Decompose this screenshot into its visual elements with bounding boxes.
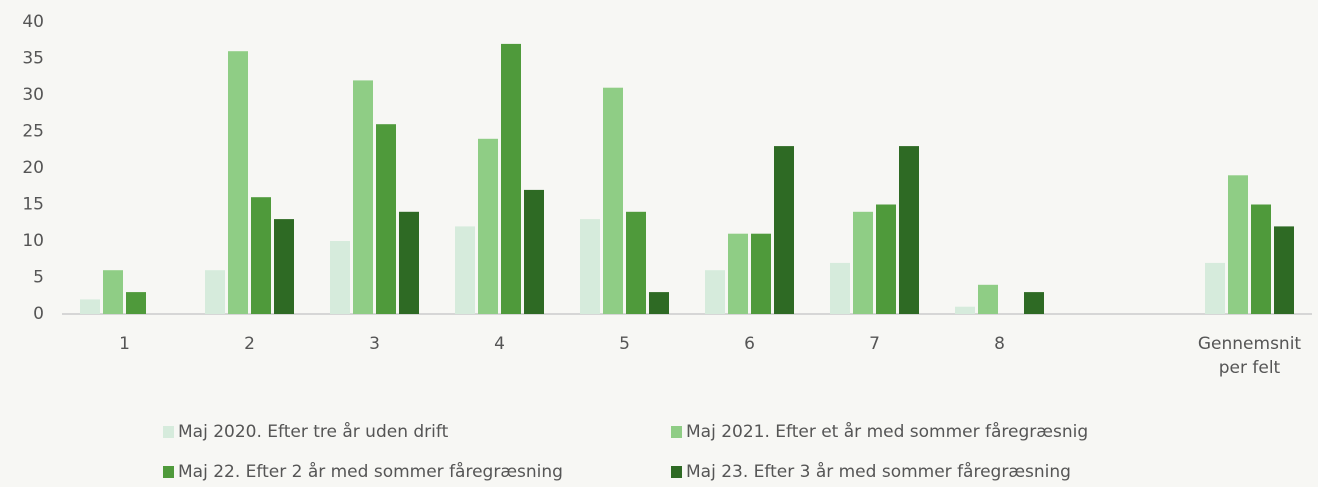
- y-tick-label: 20: [22, 158, 44, 178]
- x-tick-label: 7: [869, 334, 880, 354]
- x-tick-label: 2: [244, 334, 255, 354]
- bar: [399, 211, 419, 314]
- bar: [501, 43, 521, 315]
- bar: [774, 146, 794, 314]
- y-tick-label: 0: [33, 304, 44, 324]
- legend-label: Maj 23. Efter 3 år med sommer fåregræsni…: [686, 461, 1071, 482]
- bar: [853, 211, 873, 314]
- bar: [1228, 175, 1248, 314]
- bar: [899, 146, 919, 314]
- bar: [478, 138, 498, 314]
- y-tick-label: 40: [22, 12, 44, 32]
- x-tick-label: 8: [994, 334, 1005, 354]
- bar: [126, 292, 146, 314]
- legend-swatch: [163, 466, 174, 478]
- legend-label: Maj 2021. Efter et år med sommer fåregræ…: [686, 421, 1088, 442]
- legend-label: Maj 2020. Efter tre år uden drift: [178, 421, 449, 442]
- bar: [274, 219, 294, 314]
- bar: [876, 204, 896, 314]
- bar: [353, 80, 373, 315]
- y-tick-label: 15: [22, 195, 44, 215]
- legend-swatch: [163, 426, 174, 438]
- bar: [1274, 226, 1294, 314]
- x-tick-label: 4: [494, 334, 505, 354]
- bar: [830, 262, 850, 314]
- legend-label: Maj 22. Efter 2 år med sommer fåregræsni…: [178, 461, 563, 482]
- y-tick-label: 35: [22, 49, 44, 69]
- legend-swatch: [671, 466, 682, 478]
- bar: [228, 51, 248, 314]
- bar: [626, 211, 646, 314]
- y-tick-label: 25: [22, 122, 44, 142]
- x-tick-label: 3: [369, 334, 380, 354]
- x-tick-label: 1: [119, 334, 130, 354]
- bar: [1251, 204, 1271, 314]
- bar: [376, 124, 396, 314]
- bar: [1024, 292, 1044, 314]
- x-tick-label: Gennemsnit per felt: [1197, 334, 1302, 378]
- legend-swatch: [671, 426, 682, 438]
- bar: [751, 233, 771, 314]
- bar: [978, 284, 998, 314]
- x-tick-label: 5: [619, 334, 630, 354]
- bar: [80, 299, 100, 314]
- bar: [580, 219, 600, 314]
- bar: [205, 270, 225, 314]
- bar: [728, 233, 748, 314]
- bar: [330, 241, 350, 314]
- bar: [103, 270, 123, 314]
- y-tick-label: 10: [22, 231, 44, 251]
- bar: [1205, 262, 1225, 314]
- y-tick-label: 5: [33, 268, 44, 288]
- bar: [455, 226, 475, 314]
- x-tick-label: 6: [744, 334, 755, 354]
- bar: [705, 270, 725, 314]
- bar: [649, 292, 669, 314]
- bar: [251, 197, 271, 314]
- bar: [524, 189, 544, 314]
- bar: [955, 306, 975, 314]
- bar: [603, 87, 623, 314]
- y-tick-label: 30: [22, 85, 44, 105]
